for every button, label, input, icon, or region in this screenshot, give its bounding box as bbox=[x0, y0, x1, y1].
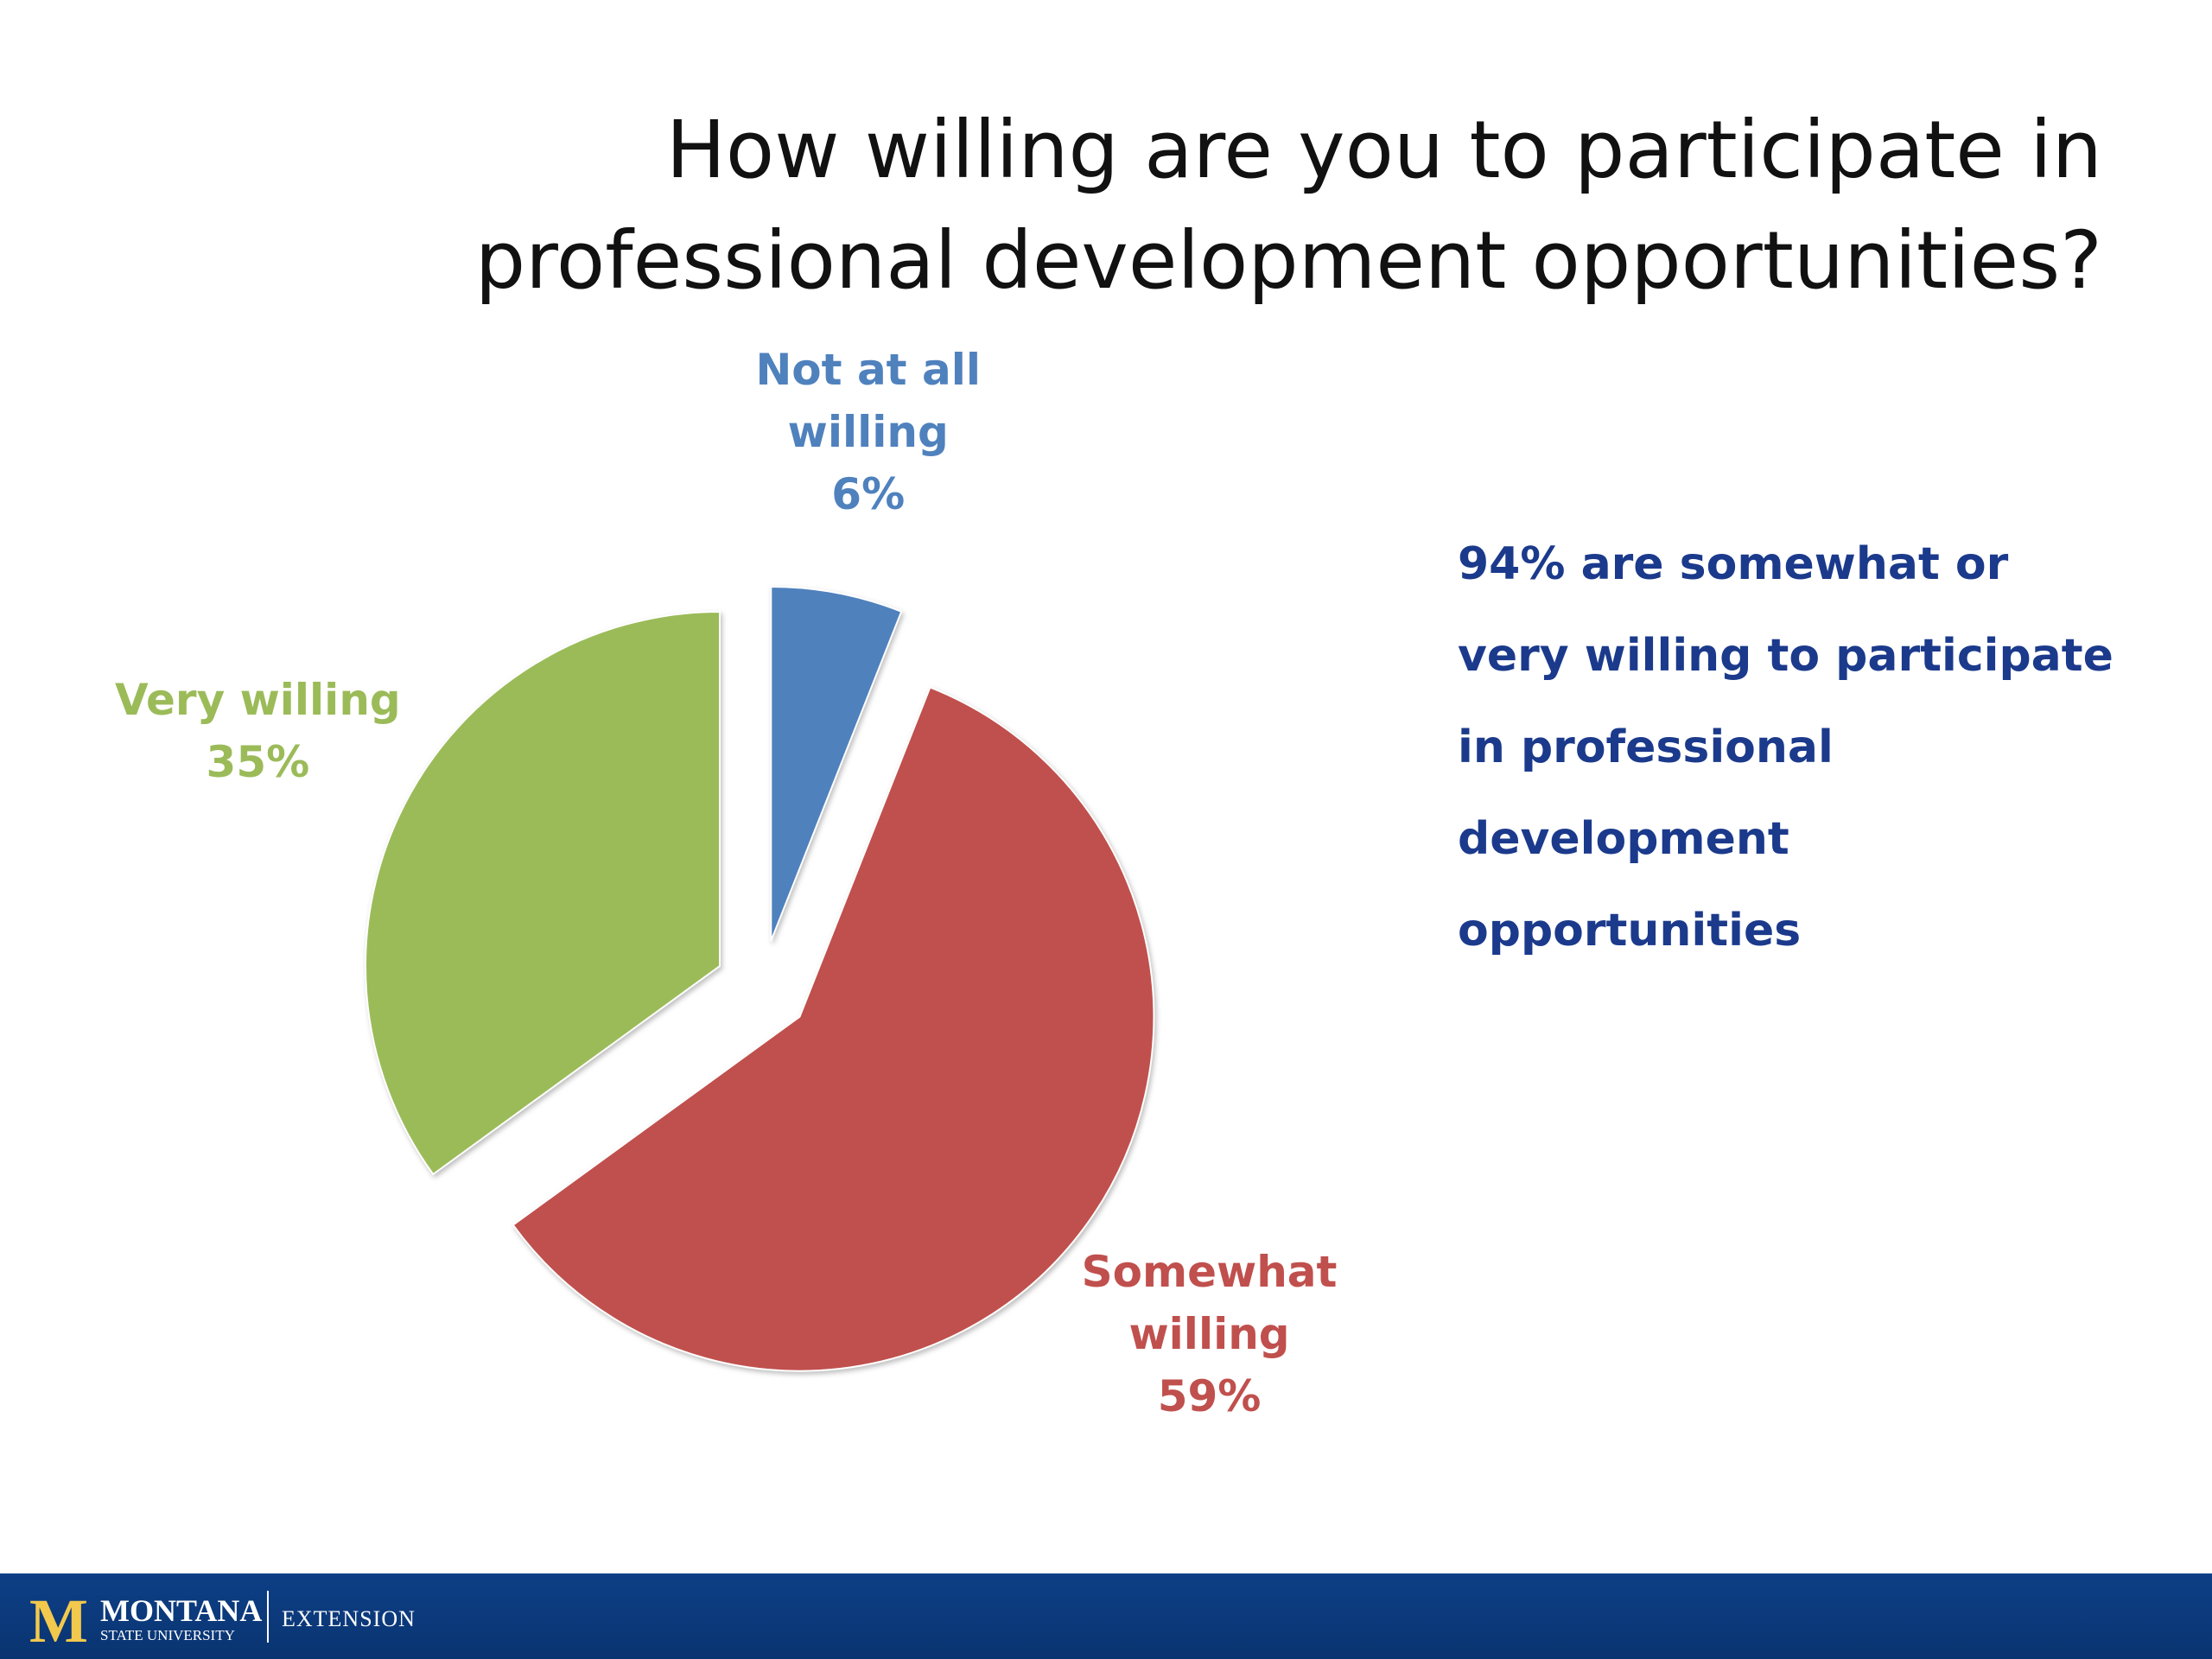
footer: M MONTANA STATE UNIVERSITY EXTENSION bbox=[0, 1573, 2212, 1659]
data-label: Very willing 35% bbox=[50, 669, 465, 793]
pie-slice bbox=[770, 585, 903, 942]
pie-slice bbox=[512, 686, 1155, 1372]
value-label: 6% bbox=[831, 468, 906, 519]
value-label: 35% bbox=[206, 736, 310, 787]
divider bbox=[267, 1591, 269, 1643]
category-label: Very willing bbox=[115, 674, 401, 725]
university-name: MONTANA bbox=[100, 1593, 263, 1628]
pie-slice bbox=[365, 611, 721, 1176]
unit-name: EXTENSION bbox=[282, 1606, 416, 1631]
logo: M bbox=[29, 1586, 88, 1656]
category-label: Not at all willing bbox=[755, 344, 982, 457]
value-label: 59% bbox=[1157, 1371, 1262, 1422]
annotation: 94% are somewhat or very willing to part… bbox=[1458, 538, 2113, 957]
chart-title: How willing are you to participate in pr… bbox=[474, 104, 2102, 307]
data-label: Somewhat willing 59% bbox=[1002, 1241, 1417, 1427]
pie-chart bbox=[365, 585, 1155, 1372]
category-label: Somewhat willing bbox=[1081, 1247, 1338, 1360]
university-sub: STATE UNIVERSITY bbox=[100, 1627, 235, 1643]
data-label: Not at all willing 6% bbox=[726, 339, 1011, 525]
